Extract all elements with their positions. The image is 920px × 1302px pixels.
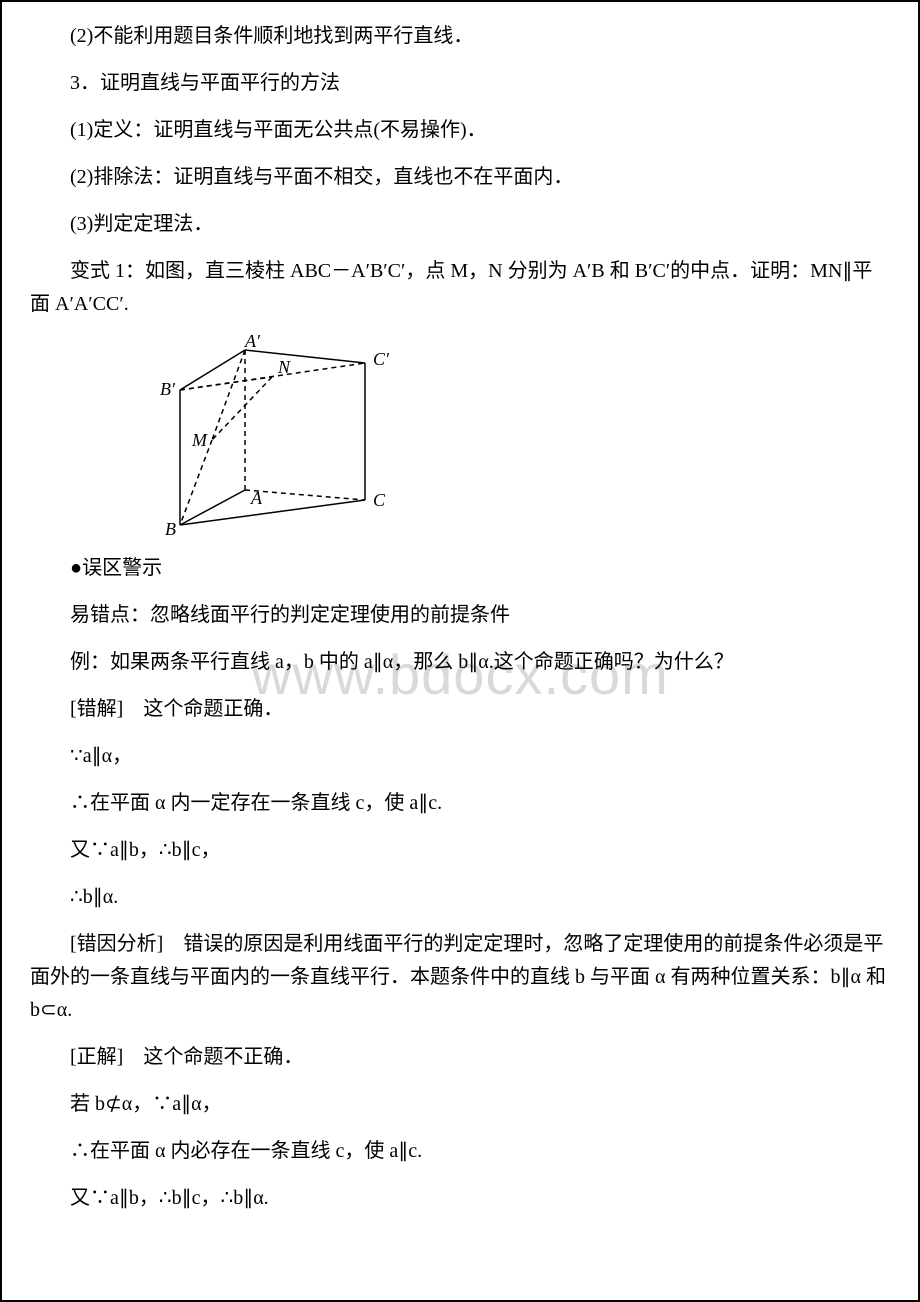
paragraph: 变式 1：如图，直三棱柱 ABC－A′B′C′，点 M，N 分别为 A′B 和 … [30,255,890,321]
svg-text:M: M [191,430,208,450]
svg-text:A′: A′ [244,335,261,351]
svg-text:B: B [165,519,176,535]
svg-text:A: A [250,488,263,508]
paragraph: 3．证明直线与平面平行的方法 [30,67,890,100]
paragraph: ∴b∥α. [30,881,890,914]
paragraph: ∴在平面 α 内一定存在一条直线 c，使 a∥c. [30,787,890,820]
svg-text:C′: C′ [373,349,390,369]
paragraph: [正解] 这个命题不正确． [30,1041,890,1074]
paragraph: [错解] 这个命题正确． [30,693,890,726]
prism-svg: A′ B′ C′ A B C M N [150,335,410,535]
svg-text:N: N [277,357,291,377]
paragraph: (3)判定定理法． [30,208,890,241]
paragraph: (1)定义：证明直线与平面无公共点(不易操作)． [30,114,890,147]
paragraph: 若 b⊄α，∵a∥α， [30,1088,890,1121]
prism-diagram: A′ B′ C′ A B C M N [150,335,890,540]
paragraph: ●误区警示 [30,552,890,585]
paragraph: 易错点：忽略线面平行的判定定理使用的前提条件 [30,599,890,632]
paragraph: (2)不能利用题目条件顺利地找到两平行直线． [30,20,890,53]
paragraph: 例：如果两条平行直线 a，b 中的 a∥α，那么 b∥α.这个命题正确吗？为什么… [30,646,890,679]
svg-text:B′: B′ [160,379,176,399]
paragraph: 又∵a∥b，∴b∥c， [30,834,890,867]
paragraph: ∵a∥α， [30,740,890,773]
paragraph: ∴在平面 α 内必存在一条直线 c，使 a∥c. [30,1135,890,1168]
paragraph: (2)排除法：证明直线与平面不相交，直线也不在平面内． [30,161,890,194]
paragraph: [错因分析] 错误的原因是利用线面平行的判定定理时，忽略了定理使用的前提条件必须… [30,928,890,1027]
svg-text:C: C [373,490,386,510]
paragraph: 又∵a∥b，∴b∥c，∴b∥α. [30,1182,890,1215]
document-content: (2)不能利用题目条件顺利地找到两平行直线． 3．证明直线与平面平行的方法 (1… [30,20,890,1215]
